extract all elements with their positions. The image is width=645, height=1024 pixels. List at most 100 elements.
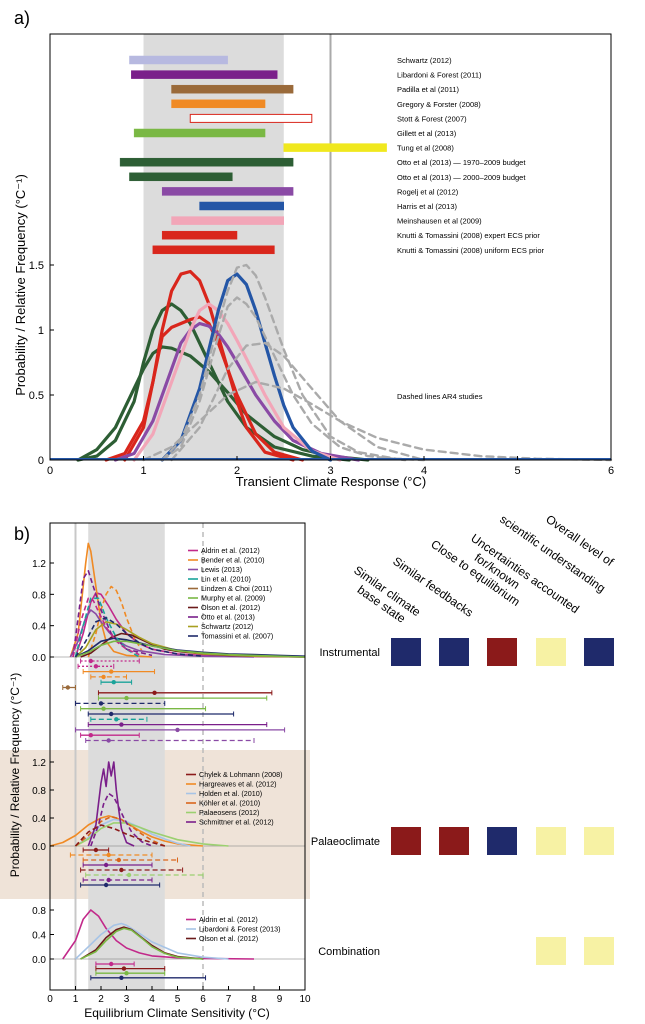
palaeoclimate-pdf-curve [90,792,153,847]
range-bar-label: Gregory & Forster (2008) [397,100,481,109]
confidence-cell [536,827,566,855]
instrumental-pdf-curve [74,617,204,658]
legend-label: Olson et al. (2012) [201,603,260,612]
palaeoclimate-range [82,857,178,863]
range-median-dot [119,867,124,873]
legend-label: Palaeosens (2012) [199,808,259,817]
legend-label: Schwartz (2012) [201,622,253,631]
range-median-dot [93,847,99,853]
panel-b-y-ticks: 0.0 0.4 0.8 1.2 0.0 0.4 0.8 1.2 0.0 0.4 0.8 [32,559,54,966]
instrumental-range [85,738,255,743]
legend-item: Murphy et al. (2009) [188,594,265,603]
range-bar [133,128,266,138]
confidence-cell [439,827,469,855]
combination-range [95,970,166,976]
confidence-cell [487,827,517,855]
instrumental-range [80,658,140,664]
range-median-dot [124,971,129,976]
legend-item: Aldrin et al. (2012) [186,915,258,924]
confidence-cell [536,638,566,666]
instrumental-range [97,690,273,696]
range-bar [189,113,313,123]
range-bar-item: Knutti & Tomassini (2008) uniform ECS pr… [152,245,545,255]
y-tick-label: 1.2 [32,758,46,769]
palaeoclimate-pdf-curve [74,815,166,847]
range-bar-item: Padilla et al (2011) [171,84,459,94]
ar4-dashed-curve [170,341,426,462]
y-tick-label: 1.5 [29,260,44,272]
x-tick-label: 6 [200,994,206,1005]
panel-a-range-bars: Schwartz (2012) Libardoni & Forest (2011)… [119,55,545,255]
y-tick-label: 0.0 [32,955,46,966]
y-tick-label: 0.8 [32,786,46,797]
range-median-dot [103,862,109,868]
panel-a: a) Schwartz (2012) Libardoni & Forest (20… [13,8,614,489]
range-bar-label: Meinshausen et al (2009) [397,217,482,226]
instrumental-range [87,722,268,728]
legend-label: Hargreaves et al. (2012) [199,780,277,789]
x-tick-label: 1 [73,994,79,1005]
legend-label: Libardoni & Forest (2013) [199,925,281,934]
instrumental-pdf-curve [69,542,153,658]
x-tick-label: 0 [47,994,53,1005]
range-bar-item: Tung et al (2008) [283,143,454,153]
range-median-dot [121,966,127,971]
range-median-dot [109,961,114,967]
palaeoclimate-pdf-curve [87,761,135,847]
range-bar-item: Gillett et al (2013) [133,128,457,138]
x-tick-label: 0 [47,465,53,477]
legend-item: Aldrin et al. (2012) [188,546,260,555]
confidence-cell [391,827,421,855]
panel-a-x-ticks: 0 1 2 3 4 5 6 [47,456,614,477]
legend-label: Otto et al. (2013) [201,613,255,622]
row-label: Combination [318,946,380,958]
combination-range [95,966,166,972]
legend-label: Bender et al. (2010) [201,556,265,565]
panel-b-legends: Aldrin et al. (2012)Bender et al. (2010)… [186,546,283,943]
ar4-dashed-curve [142,380,613,462]
pdf-curve [123,315,305,462]
range-median-dot [93,664,99,669]
legend-item: Palaeosens (2012) [186,808,259,817]
range-bar [283,143,387,152]
y-tick-label: 0.8 [32,590,46,601]
instrumental-range [80,706,207,712]
confidence-cell [487,638,517,666]
panel-b-y-axis-label: Probability / Relative Frequency (°C⁻¹) [8,673,22,878]
combination-range [90,975,207,981]
legend-item: Tomassini et al. (2007) [188,632,273,641]
x-tick-label: 10 [299,994,311,1005]
instrumental-range [80,732,140,738]
range-bar [161,187,294,196]
legend-item: Köhler et al. (2010) [186,799,260,808]
legend-label: Lewis (2013) [201,565,242,574]
legend-item: Chylek & Lohmann (2008) [186,770,283,779]
range-bar-label: Tung et al (2008) [397,144,454,153]
range-bar-label: Padilla et al (2011) [397,85,459,94]
legend-label: Aldrin et al. (2012) [201,546,260,555]
range-bar-item: Otto et al (2013) — 1970–2009 budget [119,157,526,167]
range-bar-item: Otto et al (2013) — 2000–2009 budget [129,172,526,182]
range-median-dot [109,669,114,674]
panel-b-label: b) [14,524,30,544]
panel-a-label: a) [14,8,30,28]
range-bar-label: Knutti & Tomassini (2008) uniform ECS pr… [397,246,545,255]
combination-pdf-curve [74,922,229,960]
panel-a-dashed-annotation: Dashed lines AR4 studies [397,392,483,401]
panel-a-x-axis-label: Transient Climate Response (°C) [236,474,426,489]
range-median-dot [175,727,180,733]
range-median-dot [106,852,111,858]
y-tick-label: 0.4 [32,814,46,825]
x-tick-label: 4 [421,465,427,477]
x-tick-label: 5 [175,994,181,1005]
pdf-curve [132,302,342,462]
palaeoclimate-range [82,877,153,883]
confidence-cell [584,937,614,965]
legend-label: Holden et al. (2010) [199,789,262,798]
x-tick-label: 8 [251,994,257,1005]
range-median-dot [124,695,129,701]
panel-b-x-ticks: 0 1 2 3 4 5 6 7 8 9 10 [47,986,311,1005]
range-bar-label: Harris et al (2013) [397,202,458,211]
x-tick-label: 2 [234,465,240,477]
